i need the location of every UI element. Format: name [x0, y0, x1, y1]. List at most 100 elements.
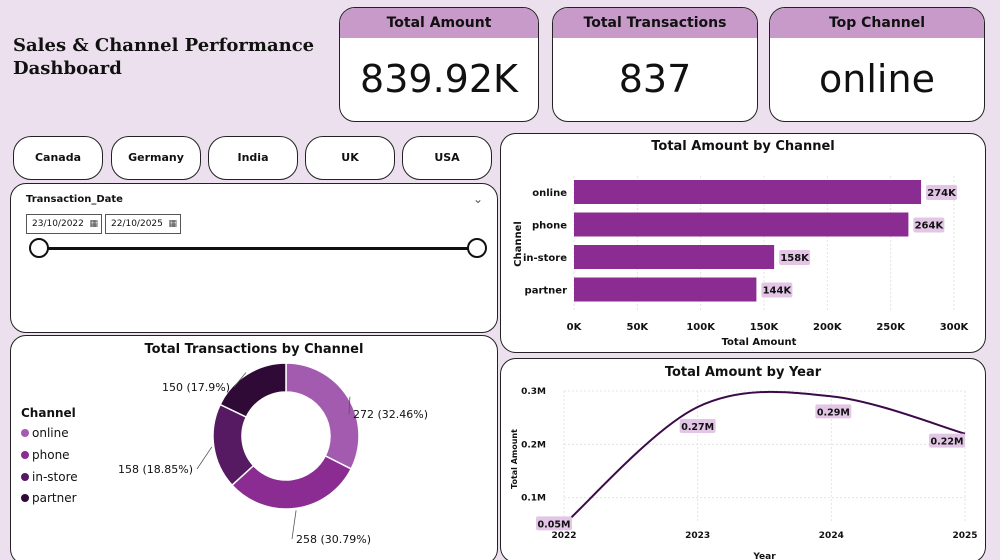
- chevron-down-icon[interactable]: ⌄: [472, 192, 483, 206]
- leader-line: [233, 372, 247, 388]
- leader-line: [196, 446, 213, 470]
- bar-in-store[interactable]: [574, 245, 775, 269]
- start-date-value: 23/10/2022: [32, 219, 84, 229]
- data-label-bg: [913, 217, 945, 233]
- calendar-icon[interactable]: ▦: [89, 219, 98, 229]
- kpi-value: 839.92K: [360, 57, 518, 101]
- donut-slice-online[interactable]: [285, 362, 360, 470]
- bar-phone[interactable]: [574, 212, 909, 237]
- legend-label: partner: [32, 491, 77, 505]
- line-data-label: 0.22M: [931, 437, 964, 448]
- donut-data-label: 150 (17.9%): [162, 381, 230, 394]
- kpi-total-amount: Total Amount 839.92K: [339, 7, 539, 122]
- x-tick-label: 2025: [952, 531, 977, 541]
- y-tick-label: phone: [532, 221, 567, 232]
- legend-label: online: [32, 426, 69, 440]
- date-range-start-handle[interactable]: [29, 238, 49, 258]
- legend-swatch: [21, 473, 29, 481]
- start-date-input[interactable]: 23/10/2022 ▦: [26, 214, 102, 234]
- data-label-bg: [815, 404, 852, 419]
- end-date-value: 22/10/2025: [111, 219, 163, 229]
- kpi-top-channel: Top Channel online: [769, 7, 985, 122]
- amount-by-channel-card: Total Amount by Channel 0K 50K 100K 150K 200…: [500, 133, 986, 353]
- legend-item-online[interactable]: online: [21, 426, 69, 440]
- legend-item-phone[interactable]: phone: [21, 448, 70, 462]
- chart-title: Total Amount by Year: [664, 365, 822, 380]
- transactions-by-channel-card: Total Transactions by Channel Channel on…: [10, 335, 498, 560]
- data-label-bg: [926, 185, 958, 200]
- line-chart: 0.1M 0.2M 0.3M 2022 2023 2024 2025 0.05M 0.27M 0.…: [510, 387, 978, 560]
- y-tick-label: in-store: [523, 253, 567, 264]
- y-tick-label: online: [532, 188, 567, 199]
- line-series[interactable]: [563, 390, 966, 526]
- data-label-bg: [929, 433, 965, 448]
- bar-chart: 0K 50K 100K 150K 200K 250K 300K online 274K phone…: [513, 176, 970, 348]
- x-tick-label: 100K: [686, 322, 716, 333]
- kpi-total-transactions: Total Transactions 837: [552, 7, 758, 122]
- legend-item-in-store[interactable]: in-store: [21, 470, 78, 484]
- kpi-value: 837: [618, 57, 692, 101]
- date-range-track[interactable]: [39, 247, 477, 250]
- donut-data-label: 258 (30.79%): [296, 533, 371, 546]
- bar-partner[interactable]: [574, 277, 757, 302]
- leader-line: [348, 396, 351, 415]
- x-tick-label: 200K: [813, 322, 843, 333]
- x-tick-label: 2024: [819, 531, 844, 541]
- x-tick-label: 150K: [750, 322, 780, 333]
- country-button-usa[interactable]: USA: [402, 136, 492, 180]
- dashboard-title: Sales & Channel Performance Dashboard: [13, 35, 315, 79]
- country-button-india[interactable]: India: [208, 136, 298, 180]
- donut-chart: 272 (32.46%) 258 (30.79%) 158 (18.85%) 150 …: [118, 362, 428, 546]
- date-slicer-label: Transaction_Date: [26, 194, 123, 205]
- amount-by-year-card: Total Amount by Year 0.1M 0.2M 0.3M 2022 202…: [500, 358, 986, 560]
- end-date-input[interactable]: 22/10/2025 ▦: [105, 214, 181, 234]
- bar-data-label: 274K: [927, 188, 957, 199]
- x-axis-title: Year: [752, 552, 776, 560]
- legend-swatch: [21, 429, 29, 437]
- x-tick-label: 2023: [685, 531, 710, 541]
- x-tick-label: 2022: [551, 531, 576, 541]
- kpi-label: Top Channel: [770, 8, 984, 38]
- donut-slice-partner[interactable]: [219, 362, 287, 419]
- bar-online[interactable]: [574, 180, 922, 204]
- bar-data-label: 144K: [763, 286, 793, 297]
- x-tick-label: 300K: [940, 322, 970, 333]
- y-axis-title: Total Amount: [510, 429, 519, 489]
- chart-title: Total Transactions by Channel: [144, 342, 364, 357]
- data-label-bg: [761, 282, 793, 298]
- country-button-germany[interactable]: Germany: [111, 136, 201, 180]
- line-data-label: 0.29M: [817, 407, 850, 418]
- x-tick-label: 0K: [567, 322, 583, 333]
- donut-data-label: 272 (32.46%): [353, 408, 428, 421]
- line-data-label: 0.05M: [538, 519, 571, 530]
- y-tick-label: partner: [525, 286, 568, 297]
- data-label-bg: [536, 516, 572, 531]
- legend-label: phone: [32, 448, 70, 462]
- bar-data-label: 158K: [780, 253, 810, 264]
- country-button-canada[interactable]: Canada: [13, 136, 103, 180]
- legend-label: in-store: [32, 470, 78, 484]
- legend-title: Channel: [21, 406, 76, 420]
- y-tick-label: 0.2M: [521, 440, 546, 450]
- calendar-icon[interactable]: ▦: [168, 219, 177, 229]
- kpi-label: Total Transactions: [553, 8, 757, 38]
- data-label-bg: [779, 250, 811, 265]
- country-button-uk[interactable]: UK: [305, 136, 395, 180]
- kpi-label: Total Amount: [340, 8, 538, 38]
- date-range-end-handle[interactable]: [467, 238, 487, 258]
- donut-data-label: 158 (18.85%): [118, 463, 193, 476]
- date-slicer: Transaction_Date ⌄ 23/10/2022 ▦ 22/10/20…: [10, 183, 498, 333]
- legend-swatch: [21, 494, 29, 502]
- chart-title: Total Amount by Channel: [651, 139, 835, 154]
- kpi-value: online: [819, 57, 935, 101]
- x-tick-label: 50K: [626, 322, 649, 333]
- y-tick-label: 0.3M: [521, 387, 546, 397]
- bar-data-label: 264K: [915, 221, 945, 232]
- legend-swatch: [21, 451, 29, 459]
- x-axis-title: Total Amount: [722, 337, 797, 348]
- y-tick-label: 0.1M: [521, 494, 546, 504]
- data-label-bg: [679, 419, 716, 433]
- leader-line: [291, 510, 297, 540]
- legend-item-partner[interactable]: partner: [21, 491, 77, 505]
- y-axis-title: Channel: [513, 221, 524, 267]
